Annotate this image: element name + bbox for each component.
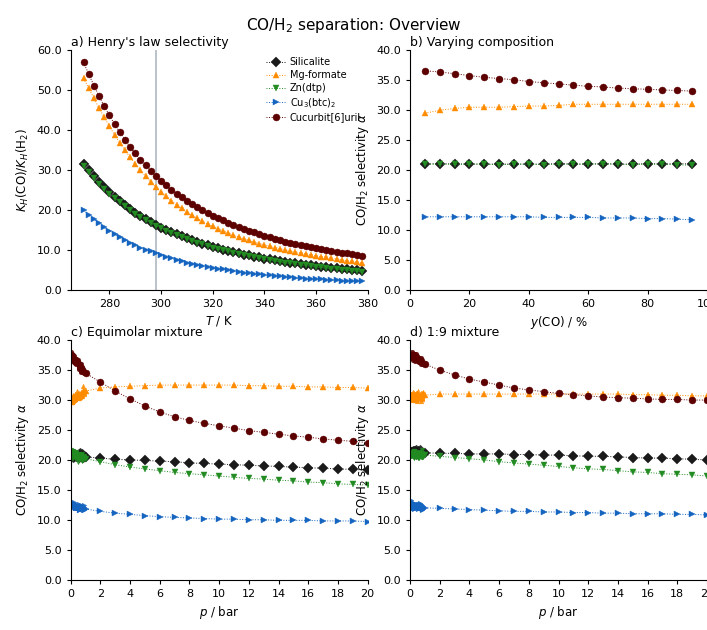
Text: a) Henry's law selectivity: a) Henry's law selectivity — [71, 37, 228, 49]
Y-axis label: CO/H$_2$ selectivity $\alpha$: CO/H$_2$ selectivity $\alpha$ — [14, 404, 31, 516]
Legend: Silicalite, Mg-formate, Zn(dtp), Cu$_3$(btc)$_2$, Cucurbit[6]uril: Silicalite, Mg-formate, Zn(dtp), Cu$_3$(… — [264, 55, 363, 124]
Text: CO/H$_2$ separation: Overview: CO/H$_2$ separation: Overview — [246, 16, 461, 35]
X-axis label: $T$ / K: $T$ / K — [205, 314, 233, 328]
X-axis label: $p$ / bar: $p$ / bar — [199, 604, 240, 621]
Y-axis label: CO/H$_2$ selectivity $\alpha$: CO/H$_2$ selectivity $\alpha$ — [354, 404, 370, 516]
Text: b) Varying composition: b) Varying composition — [410, 37, 554, 49]
X-axis label: $y$(CO) / %: $y$(CO) / % — [530, 314, 588, 331]
Y-axis label: CO/H$_2$ selectivity $\alpha$: CO/H$_2$ selectivity $\alpha$ — [354, 114, 370, 226]
Y-axis label: $K_H$(CO)/$K_H$(H$_2$): $K_H$(CO)/$K_H$(H$_2$) — [16, 128, 31, 212]
Text: d) 1:9 mixture: d) 1:9 mixture — [410, 326, 499, 339]
Text: c) Equimolar mixture: c) Equimolar mixture — [71, 326, 202, 339]
X-axis label: $p$ / bar: $p$ / bar — [538, 604, 579, 621]
